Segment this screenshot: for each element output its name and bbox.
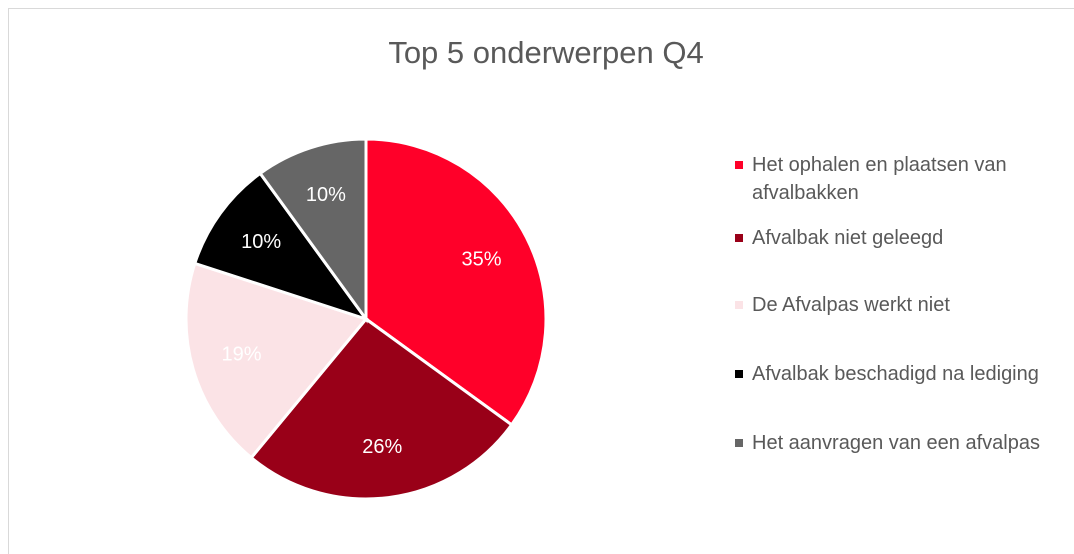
legend-item: Het ophalen en plaatsen van afvalbakken (735, 151, 1065, 207)
legend-item: Afvalbak niet geleegd (735, 224, 1065, 252)
legend-swatch (735, 301, 743, 309)
legend-label: Afvalbak beschadigd na lediging (752, 363, 1039, 385)
data-label: 10% (241, 231, 281, 253)
chart-border (8, 8, 1074, 554)
legend-swatch (735, 439, 743, 447)
legend-label: De Afvalpas werkt niet (752, 294, 950, 316)
data-label: 35% (461, 248, 501, 270)
pie-slice (258, 137, 368, 324)
legend-swatch (735, 161, 743, 169)
legend-item: De Afvalpas werkt niet (735, 291, 1065, 319)
legend-item: Afvalbak beschadigd na lediging (735, 360, 1065, 388)
pie-slice (192, 171, 370, 322)
legend-swatch (735, 370, 743, 378)
legend-label: Het ophalen en plaatsen van afvalbakken (752, 154, 1007, 204)
pie-slice (184, 261, 369, 460)
legend-label: Afvalbak niet geleegd (752, 227, 944, 249)
pie-slice (249, 316, 514, 501)
chart-title: Top 5 onderwerpen Q4 (388, 35, 703, 70)
legend-item: Het aanvragen van een afvalpas (735, 429, 1065, 457)
pie-slice (364, 137, 548, 427)
data-label: 10% (306, 184, 346, 206)
data-label: 26% (362, 436, 402, 458)
legend-swatch (735, 234, 743, 242)
legend-label: Het aanvragen van een afvalpas (752, 432, 1040, 454)
data-label: 19% (222, 343, 262, 365)
